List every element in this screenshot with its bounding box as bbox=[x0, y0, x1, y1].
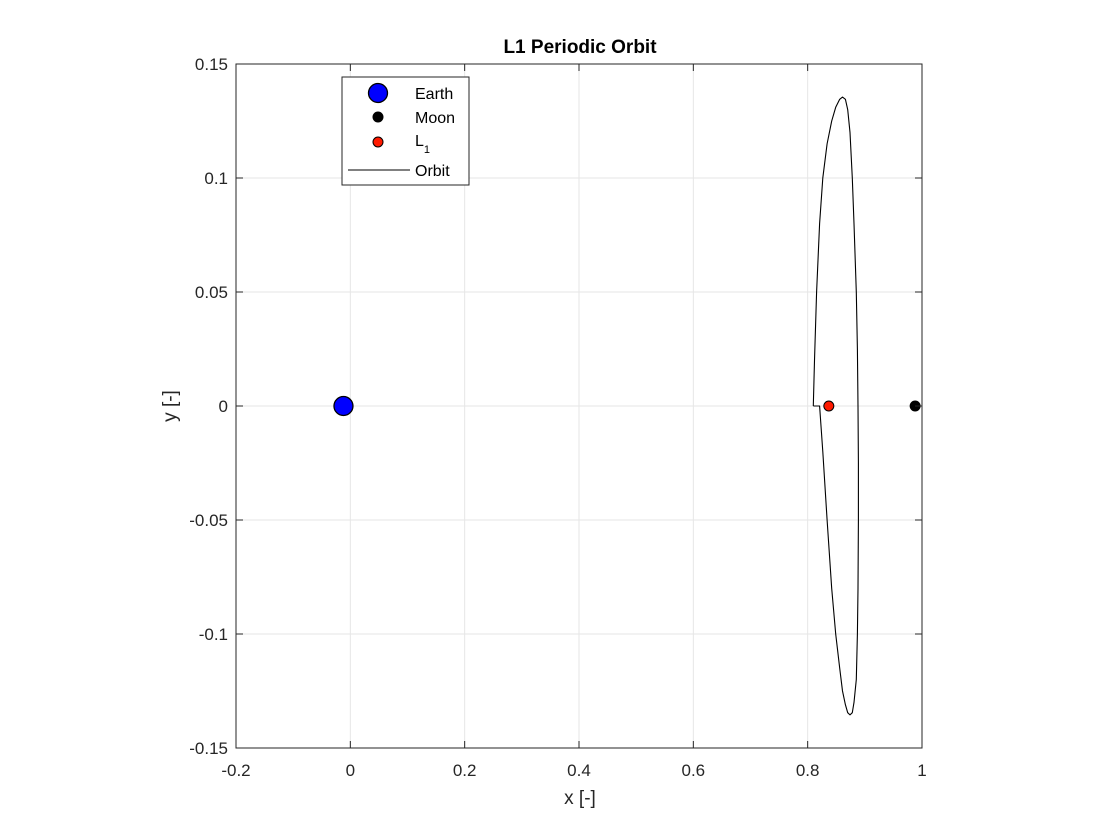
legend-earth-label: Earth bbox=[415, 86, 453, 103]
y-tick-label: -0.15 bbox=[189, 739, 228, 758]
legend-box bbox=[341, 76, 470, 186]
y-tick-label: 0.1 bbox=[204, 169, 228, 188]
y-axis-label: y [-] bbox=[160, 390, 181, 422]
x-tick-label: 0.8 bbox=[796, 761, 820, 780]
plot-area bbox=[333, 96, 921, 716]
legend-l1-label: L1 bbox=[415, 133, 430, 156]
axis-ticks: -0.2 0 0.2 0.4 0.6 0.8 1 0.15 0.1 0.05 0 -0.05 -0.1 -… bbox=[189, 55, 926, 780]
x-tick-label: 1 bbox=[917, 761, 926, 780]
legend-l1-label-main: L bbox=[415, 133, 424, 150]
orbit-line bbox=[812, 96, 859, 716]
legend-earth-marker bbox=[367, 82, 389, 104]
x-tick-label: 0 bbox=[346, 761, 355, 780]
y-tick-label: 0.05 bbox=[195, 283, 228, 302]
y-tick-label: 0.15 bbox=[195, 55, 228, 74]
legend-l1-marker bbox=[372, 136, 384, 148]
legend-orbit-label: Orbit bbox=[415, 163, 450, 180]
x-tick-label: 0.6 bbox=[682, 761, 706, 780]
x-tick-label: 0.4 bbox=[567, 761, 591, 780]
legend-l1-label-subscript: 1 bbox=[424, 144, 430, 156]
chart-title: L1 Periodic Orbit bbox=[503, 37, 657, 58]
earth-marker bbox=[333, 395, 354, 417]
x-tick-label: -0.2 bbox=[221, 761, 250, 780]
y-tick-label: -0.05 bbox=[189, 511, 228, 530]
legend-moon-label: Moon bbox=[415, 110, 455, 127]
y-tick-label: -0.1 bbox=[199, 625, 228, 644]
x-axis-label: x [-] bbox=[564, 788, 596, 809]
legend: Earth Moon L1 Orbit bbox=[341, 76, 470, 186]
y-tick-label: 0 bbox=[219, 397, 228, 416]
x-tick-label: 0.2 bbox=[453, 761, 477, 780]
legend-moon-marker bbox=[372, 111, 384, 123]
l1-marker bbox=[823, 400, 835, 412]
